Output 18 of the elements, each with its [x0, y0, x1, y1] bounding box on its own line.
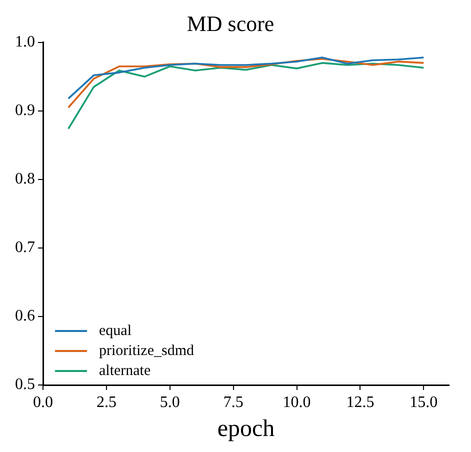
- x-tick-label: 0.0: [33, 394, 53, 411]
- y-tick-label: 1.0: [15, 34, 35, 51]
- x-axis-title: epoch: [217, 416, 275, 442]
- chart-title: MD score: [186, 10, 274, 36]
- y-tick-label: 0.7: [15, 239, 35, 256]
- legend-label: alternate: [99, 362, 151, 379]
- y-tick-label: 0.8: [15, 170, 35, 188]
- x-tick-label: 10.0: [282, 394, 311, 411]
- x-tick-label: 7.5: [223, 394, 244, 411]
- y-tick-label: 0.9: [15, 102, 35, 120]
- x-tick-label: 2.5: [96, 394, 116, 411]
- x-tick-label: 12.5: [346, 394, 374, 411]
- legend-label: equal: [99, 322, 132, 339]
- x-tick-label: 5.0: [160, 394, 180, 411]
- legend-label: prioritize_sdmd: [99, 342, 194, 359]
- x-tick-label: 15.0: [410, 394, 438, 411]
- y-tick-label: 0.5: [15, 376, 35, 394]
- y-tick-label: 0.6: [15, 308, 35, 325]
